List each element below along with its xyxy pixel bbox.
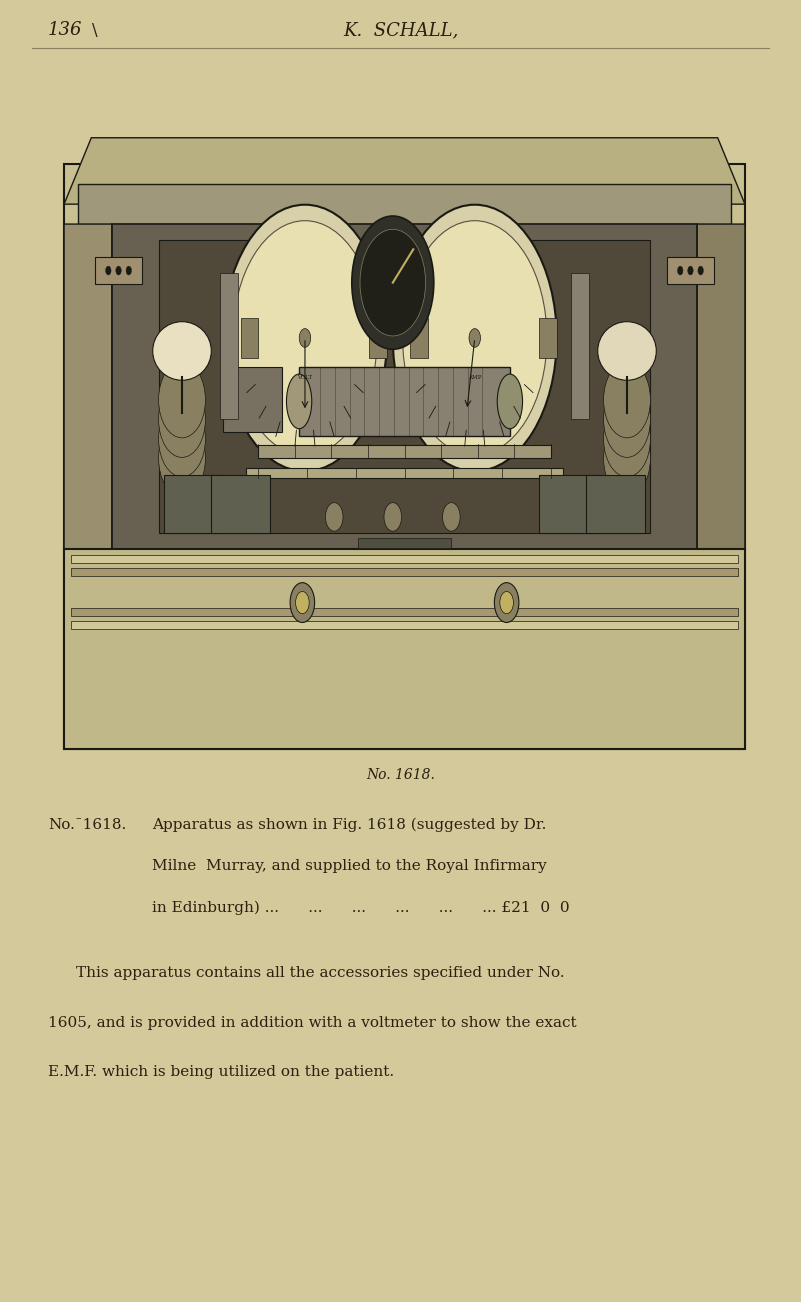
Circle shape xyxy=(443,503,460,531)
Polygon shape xyxy=(64,138,745,204)
FancyBboxPatch shape xyxy=(64,164,745,749)
Circle shape xyxy=(106,266,111,275)
Circle shape xyxy=(392,204,557,471)
FancyBboxPatch shape xyxy=(70,555,739,562)
FancyBboxPatch shape xyxy=(240,318,258,358)
Circle shape xyxy=(500,591,513,613)
FancyBboxPatch shape xyxy=(95,258,143,284)
Circle shape xyxy=(469,328,481,348)
FancyBboxPatch shape xyxy=(410,318,428,358)
Circle shape xyxy=(403,221,547,456)
FancyBboxPatch shape xyxy=(666,258,714,284)
FancyBboxPatch shape xyxy=(70,568,739,575)
Polygon shape xyxy=(64,224,112,749)
Text: Milne  Murray, and supplied to the Royal Infirmary: Milne Murray, and supplied to the Royal … xyxy=(152,859,547,874)
Circle shape xyxy=(604,381,650,457)
Text: Apparatus as shown in Fig. 1618 (suggested by Dr.: Apparatus as shown in Fig. 1618 (suggest… xyxy=(152,818,546,832)
FancyBboxPatch shape xyxy=(299,367,510,436)
Text: K.  SCHALL,: K. SCHALL, xyxy=(343,21,458,39)
FancyBboxPatch shape xyxy=(112,224,698,549)
FancyBboxPatch shape xyxy=(571,273,589,419)
Circle shape xyxy=(159,401,205,477)
FancyBboxPatch shape xyxy=(247,469,562,478)
Circle shape xyxy=(678,266,683,275)
Text: 136: 136 xyxy=(48,21,83,39)
FancyBboxPatch shape xyxy=(223,367,281,432)
Circle shape xyxy=(688,266,693,275)
Ellipse shape xyxy=(497,374,522,428)
FancyBboxPatch shape xyxy=(70,621,739,629)
Text: in Edinburgh) ...      ...      ...      ...      ...      ... £21  0  0: in Edinburgh) ... ... ... ... ... ... £2… xyxy=(152,901,570,915)
Polygon shape xyxy=(698,224,745,749)
Circle shape xyxy=(159,362,205,437)
Circle shape xyxy=(159,381,205,457)
FancyBboxPatch shape xyxy=(258,445,551,458)
Circle shape xyxy=(604,421,650,496)
Circle shape xyxy=(360,229,425,336)
Text: AMP: AMP xyxy=(468,375,481,380)
FancyBboxPatch shape xyxy=(64,549,745,749)
FancyBboxPatch shape xyxy=(586,475,645,534)
Circle shape xyxy=(384,503,401,531)
Ellipse shape xyxy=(287,374,312,428)
FancyBboxPatch shape xyxy=(164,475,223,534)
Circle shape xyxy=(604,362,650,437)
Circle shape xyxy=(223,204,387,471)
Text: E.M.F. which is being utilized on the patient.: E.M.F. which is being utilized on the pa… xyxy=(48,1065,394,1079)
Circle shape xyxy=(494,583,519,622)
FancyBboxPatch shape xyxy=(70,608,739,616)
FancyBboxPatch shape xyxy=(369,318,387,358)
Ellipse shape xyxy=(598,322,656,380)
Circle shape xyxy=(126,266,131,275)
Text: No. 1618.: No. 1618. xyxy=(366,768,435,781)
FancyBboxPatch shape xyxy=(539,318,557,358)
Circle shape xyxy=(296,591,309,613)
Ellipse shape xyxy=(153,322,211,380)
FancyBboxPatch shape xyxy=(539,475,598,534)
FancyBboxPatch shape xyxy=(220,273,238,419)
Text: VOLT: VOLT xyxy=(297,375,312,380)
Circle shape xyxy=(233,221,377,456)
Text: No.¯1618.: No.¯1618. xyxy=(48,818,127,832)
Circle shape xyxy=(159,421,205,496)
Text: 1605, and is provided in addition with a voltmeter to show the exact: 1605, and is provided in addition with a… xyxy=(48,1016,577,1030)
Circle shape xyxy=(116,266,121,275)
Circle shape xyxy=(604,401,650,477)
Circle shape xyxy=(325,503,343,531)
Circle shape xyxy=(352,216,434,349)
FancyBboxPatch shape xyxy=(211,475,270,534)
Text: This apparatus contains all the accessories specified under No.: This apparatus contains all the accessor… xyxy=(76,966,565,980)
Circle shape xyxy=(698,266,703,275)
Text: \: \ xyxy=(92,22,98,39)
Circle shape xyxy=(290,583,315,622)
FancyBboxPatch shape xyxy=(78,184,731,224)
Circle shape xyxy=(300,328,311,348)
FancyBboxPatch shape xyxy=(159,241,650,534)
FancyBboxPatch shape xyxy=(358,538,451,548)
